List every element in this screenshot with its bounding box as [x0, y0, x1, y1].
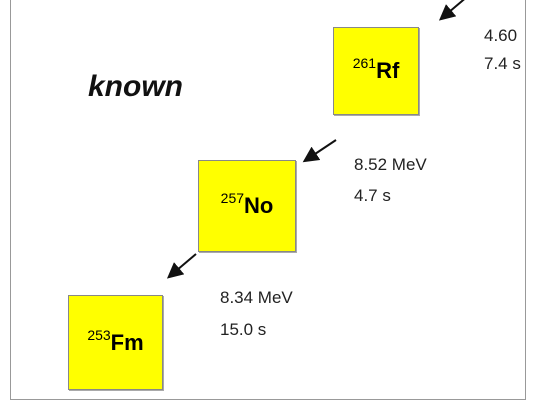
- known-label: known: [88, 70, 183, 103]
- nuclide-box: 253 Fm: [68, 295, 163, 390]
- half-life: 15.0 s: [220, 320, 267, 339]
- element-symbol: Rf: [376, 58, 400, 83]
- decay-energy: 4.60: [484, 26, 518, 45]
- mass-number: 253: [87, 326, 111, 343]
- half-life: 4.7 s: [354, 186, 391, 205]
- mass-number: 261: [352, 55, 377, 71]
- arrow: [166, 253, 197, 279]
- decay-energy: 8.52 MeV: [354, 155, 427, 174]
- decay-energy: 8.34 MeV: [220, 288, 293, 307]
- arrow: [302, 139, 337, 163]
- element-symbol: Fm: [110, 329, 144, 355]
- arrow: [438, 0, 465, 21]
- element-symbol: No: [244, 193, 274, 218]
- nuclide-box: 257 No: [198, 160, 296, 252]
- mass-number: 257: [220, 190, 245, 206]
- half-life: 7.4 s: [484, 54, 521, 73]
- nuclide-box: 261 Rf: [333, 27, 419, 115]
